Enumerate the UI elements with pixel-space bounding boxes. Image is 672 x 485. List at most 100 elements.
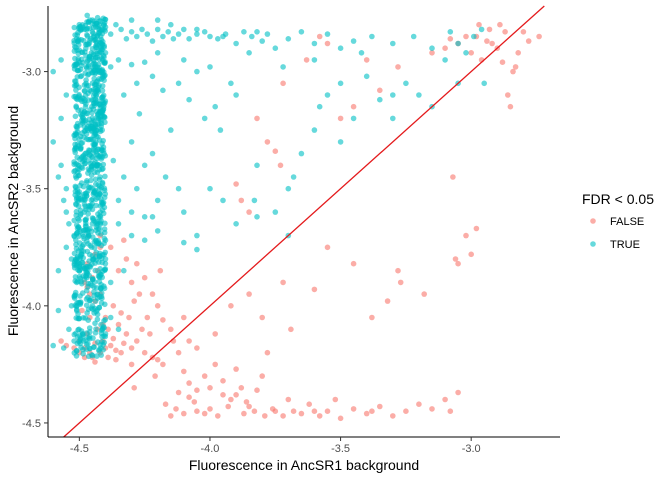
point-true [79, 22, 86, 28]
x-axis-title: Fluorescence in AncSR1 background [189, 457, 419, 473]
point-true [134, 80, 140, 87]
point-false [507, 103, 514, 110]
point-true [160, 33, 166, 40]
point-false [259, 373, 266, 379]
point-true [99, 154, 106, 160]
point-true [83, 216, 90, 222]
point-true [86, 62, 92, 68]
point-false [194, 408, 200, 415]
point-true [82, 104, 89, 110]
point-false [181, 368, 187, 375]
series-true-points [50, 12, 488, 360]
point-true [186, 36, 192, 42]
point-true [63, 209, 70, 215]
point-false [121, 340, 127, 347]
point-true [79, 290, 86, 296]
point-true [99, 338, 105, 345]
point-false [238, 197, 245, 204]
point-true [89, 201, 95, 207]
point-true [429, 45, 435, 51]
point-false [463, 33, 469, 40]
point-false [290, 408, 297, 415]
point-true [115, 221, 122, 227]
point-false [288, 326, 294, 333]
point-true [96, 259, 102, 265]
point-true [141, 214, 148, 220]
point-false [241, 410, 247, 417]
point-false [324, 244, 331, 251]
point-true [154, 50, 161, 56]
point-false [397, 279, 404, 286]
point-true [85, 41, 92, 48]
point-false [220, 378, 226, 384]
point-true [194, 26, 200, 33]
point-false [306, 401, 313, 408]
point-true [71, 24, 78, 31]
point-false [264, 139, 271, 145]
point-true [141, 162, 148, 169]
point-false [175, 389, 182, 396]
point-true [76, 136, 82, 142]
point-true [316, 103, 323, 110]
point-true [75, 195, 82, 201]
point-true [66, 326, 72, 333]
point-true [416, 92, 422, 98]
point-true [246, 50, 252, 56]
point-true [89, 69, 96, 76]
point-true [217, 127, 224, 133]
point-true [168, 21, 174, 28]
point-false [144, 314, 151, 321]
point-true [84, 248, 91, 255]
legend-key-false [590, 218, 596, 224]
point-true [86, 87, 93, 93]
point-true [91, 141, 98, 148]
point-false [311, 286, 318, 293]
point-true [91, 284, 97, 290]
point-true [350, 115, 357, 122]
point-true [390, 115, 396, 122]
point-true [97, 33, 104, 40]
point-false [246, 403, 252, 410]
point-true [101, 226, 108, 232]
point-true [90, 217, 97, 223]
point-true [168, 127, 174, 133]
point-true [154, 197, 161, 204]
point-true [98, 231, 104, 237]
point-true [254, 214, 260, 220]
point-true [98, 218, 104, 224]
point-false [134, 338, 140, 344]
point-true [311, 127, 318, 133]
point-true [99, 87, 106, 94]
point-true [79, 154, 85, 160]
point-true [80, 351, 86, 357]
point-false [123, 331, 130, 337]
point-false [384, 298, 391, 304]
point-true [181, 57, 187, 63]
point-true [88, 177, 94, 184]
point-true [175, 31, 182, 37]
point-true [89, 196, 96, 202]
point-false [350, 406, 357, 412]
point-true [63, 92, 70, 98]
point-true [90, 61, 96, 67]
point-false [369, 408, 375, 415]
point-false [115, 267, 122, 274]
point-true [88, 166, 94, 173]
point-true [74, 120, 81, 127]
point-false [377, 403, 383, 410]
point-true [91, 279, 98, 285]
point-true [97, 40, 103, 47]
point-true [410, 33, 417, 40]
point-true [121, 174, 127, 180]
point-true [80, 118, 86, 124]
point-true [84, 12, 90, 19]
point-true [128, 232, 135, 239]
point-true [97, 266, 103, 272]
point-false [455, 389, 461, 396]
point-true [92, 85, 99, 92]
point-true [83, 268, 89, 275]
point-true [311, 40, 318, 47]
point-true [175, 185, 182, 192]
point-true [50, 68, 56, 75]
series-false-points [58, 21, 542, 422]
